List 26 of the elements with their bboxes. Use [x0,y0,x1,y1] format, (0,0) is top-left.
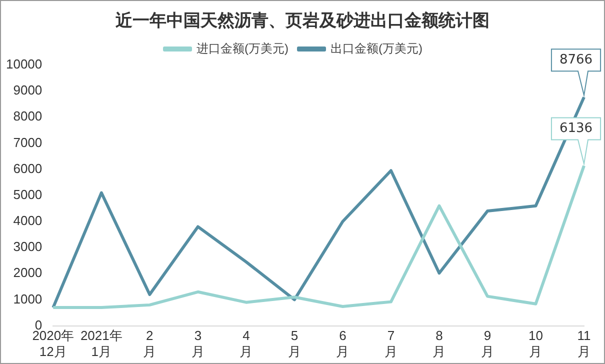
y-tick-label: 1000 [13,291,42,306]
data-label: 8766 [559,52,593,68]
legend-label: 进口金额(万美元) [196,41,289,56]
x-tick-label: 4 月 [240,328,253,359]
x-tick-label: 6 月 [336,328,350,359]
y-tick-label: 9000 [13,82,42,98]
x-tick-label: 8 月 [432,328,446,359]
data-label: 6136 [559,121,593,136]
chart-title: 近一年中国天然沥青、页岩及砂进出口金额统计图 [114,10,490,32]
y-tick-label: 4000 [13,213,42,228]
x-tick-label: 5 月 [288,328,301,359]
y-tick-label: 5000 [13,186,42,202]
y-tick-label: 2000 [13,265,42,280]
x-tick-label: 10 月 [528,328,543,359]
y-tick-label: 3000 [13,239,42,254]
x-tick-label: 2021年 1月 [80,328,122,359]
y-tick-label: 8000 [13,108,42,124]
y-tick-label: 10000 [6,56,42,72]
x-tick-label: 7 月 [384,328,398,359]
x-tick-label: 3 月 [191,328,204,359]
legend-label: 出口金额(万美元) [330,41,422,56]
y-tick-label: 7000 [13,134,42,150]
x-tick-label: 9 月 [480,328,494,359]
x-tick-label: 11 月 [577,328,591,359]
y-tick-label: 6000 [13,160,42,176]
x-tick-label: 2 月 [143,328,156,359]
